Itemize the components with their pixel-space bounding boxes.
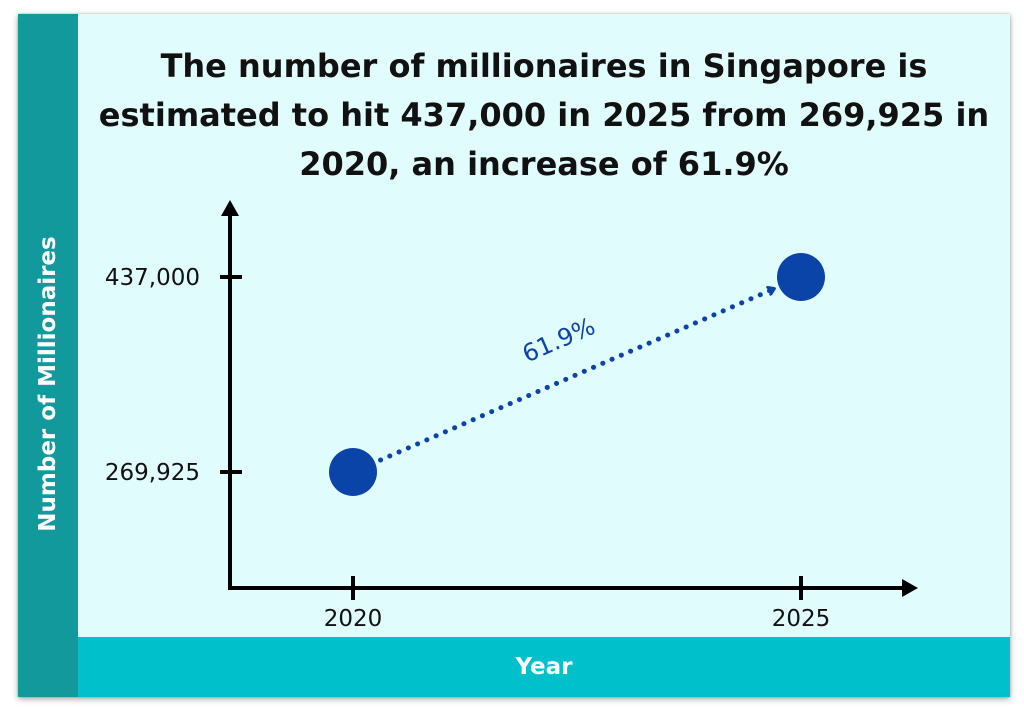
x-axis-arrow bbox=[902, 579, 918, 597]
y-axis-arrow bbox=[221, 200, 239, 216]
chart-card: Number of Millionaires Year The number o… bbox=[18, 14, 1010, 697]
chart-title: The number of millionaires in Singapore … bbox=[98, 47, 990, 183]
series-layer: 61.9% bbox=[329, 253, 825, 496]
y-tick-label: 269,925 bbox=[105, 460, 200, 486]
trend-arrow bbox=[378, 289, 776, 463]
x-tick-label: 2020 bbox=[324, 606, 383, 632]
chart-plot: 269,925 437,000 2020 2025 61.9% bbox=[105, 200, 918, 632]
data-point-2025 bbox=[777, 253, 825, 301]
change-annotation: 61.9% bbox=[518, 312, 599, 368]
data-point-2020 bbox=[329, 448, 377, 496]
x-tick-label: 2025 bbox=[772, 606, 831, 632]
y-axis-label-band bbox=[18, 14, 78, 697]
x-axis-title: Year bbox=[515, 654, 573, 680]
y-tick-label: 437,000 bbox=[105, 265, 200, 291]
x-axis-label-band: Year bbox=[78, 637, 1010, 697]
ticks-layer: 269,925 437,000 2020 2025 bbox=[105, 265, 830, 632]
